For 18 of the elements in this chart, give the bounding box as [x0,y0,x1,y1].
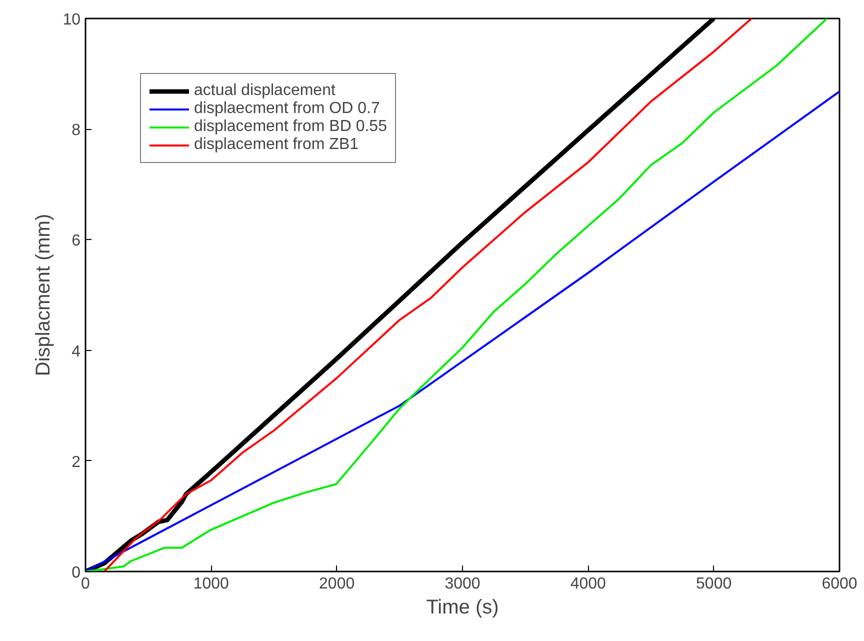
legend-label: actual displacement [194,82,336,100]
x-tick-label: 3000 [444,576,480,592]
y-tick-label: 2 [72,454,81,471]
x-tick-label: 2000 [319,576,355,592]
y-tick-label: 8 [72,122,81,140]
y-tick-label: 4 [72,343,81,360]
y-tick-label: 10 [62,12,81,28]
legend-label: displacement from ZB1 [194,136,359,154]
x-tick-label: 1000 [193,576,230,592]
x-axis-title: Time (s) [426,596,499,618]
x-tick-label: 6000 [822,576,858,592]
legend-label: displaecment from OD 0.7 [194,100,380,118]
x-tick-label: 5000 [696,576,732,592]
y-tick-label: 6 [72,232,81,250]
y-tick-label: 0 [72,564,81,582]
y-axis-title: Displacment (mm) [32,214,55,376]
legend-label: displacement from BD 0.55 [194,118,387,136]
x-tick-label: 4000 [570,576,606,592]
